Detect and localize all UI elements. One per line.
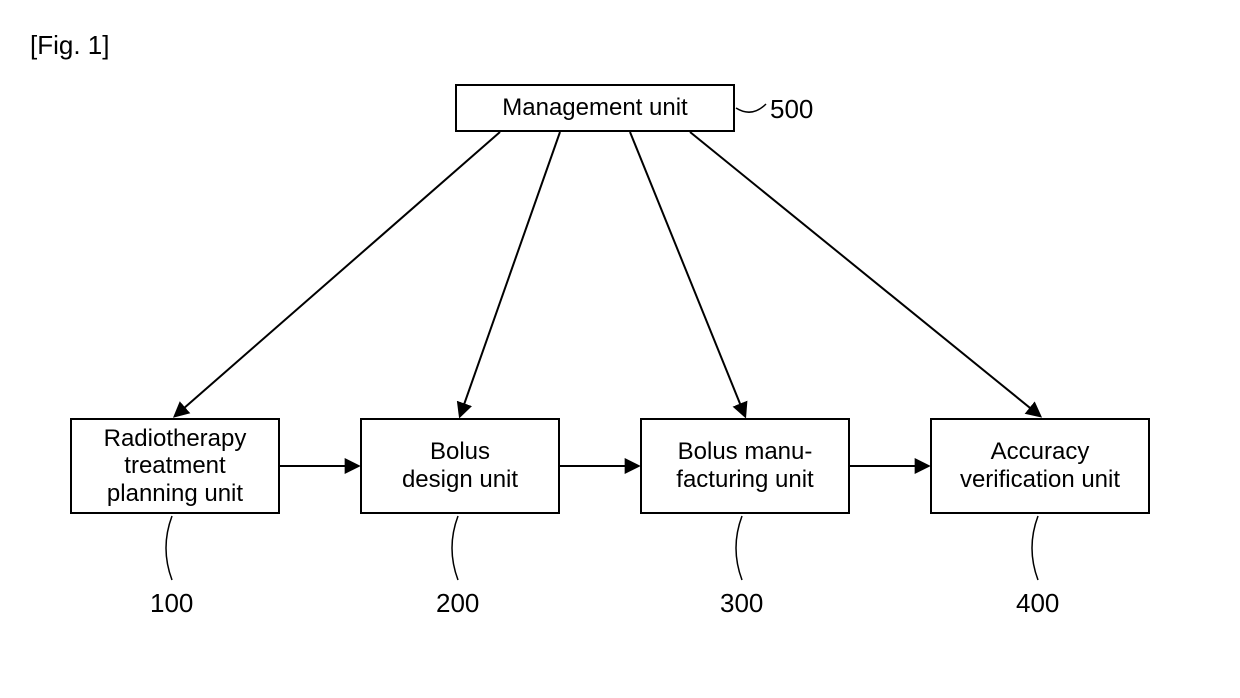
ref-label-300: 300 [720,588,763,619]
edge-mgmt-to-design [460,132,560,416]
ref-label-500: 500 [770,94,813,125]
box-accuracy-verification-unit: Accuracy verification unit [930,418,1150,514]
box-radiotherapy-treatment-planning-unit: Radiotherapy treatment planning unit [70,418,280,514]
edge-mgmt-to-verify [690,132,1040,416]
ref-label-400: 400 [1016,588,1059,619]
edge-mgmt-to-rtp [175,132,500,416]
leader-verify [1032,516,1038,580]
leader-rtp [166,516,172,580]
box-bolus-design-unit: Bolus design unit [360,418,560,514]
ref-label-100: 100 [150,588,193,619]
figure-label: [Fig. 1] [30,30,109,61]
leader-manu [736,516,742,580]
diagram-canvas: [Fig. 1] Management unit Radiotherapy tr… [0,0,1240,698]
edge-mgmt-to-manu [630,132,745,416]
box-bolus-manufacturing-unit: Bolus manu- facturing unit [640,418,850,514]
box-management-unit: Management unit [455,84,735,132]
leader-design [452,516,458,580]
leader-mgmt [736,104,766,112]
ref-label-200: 200 [436,588,479,619]
